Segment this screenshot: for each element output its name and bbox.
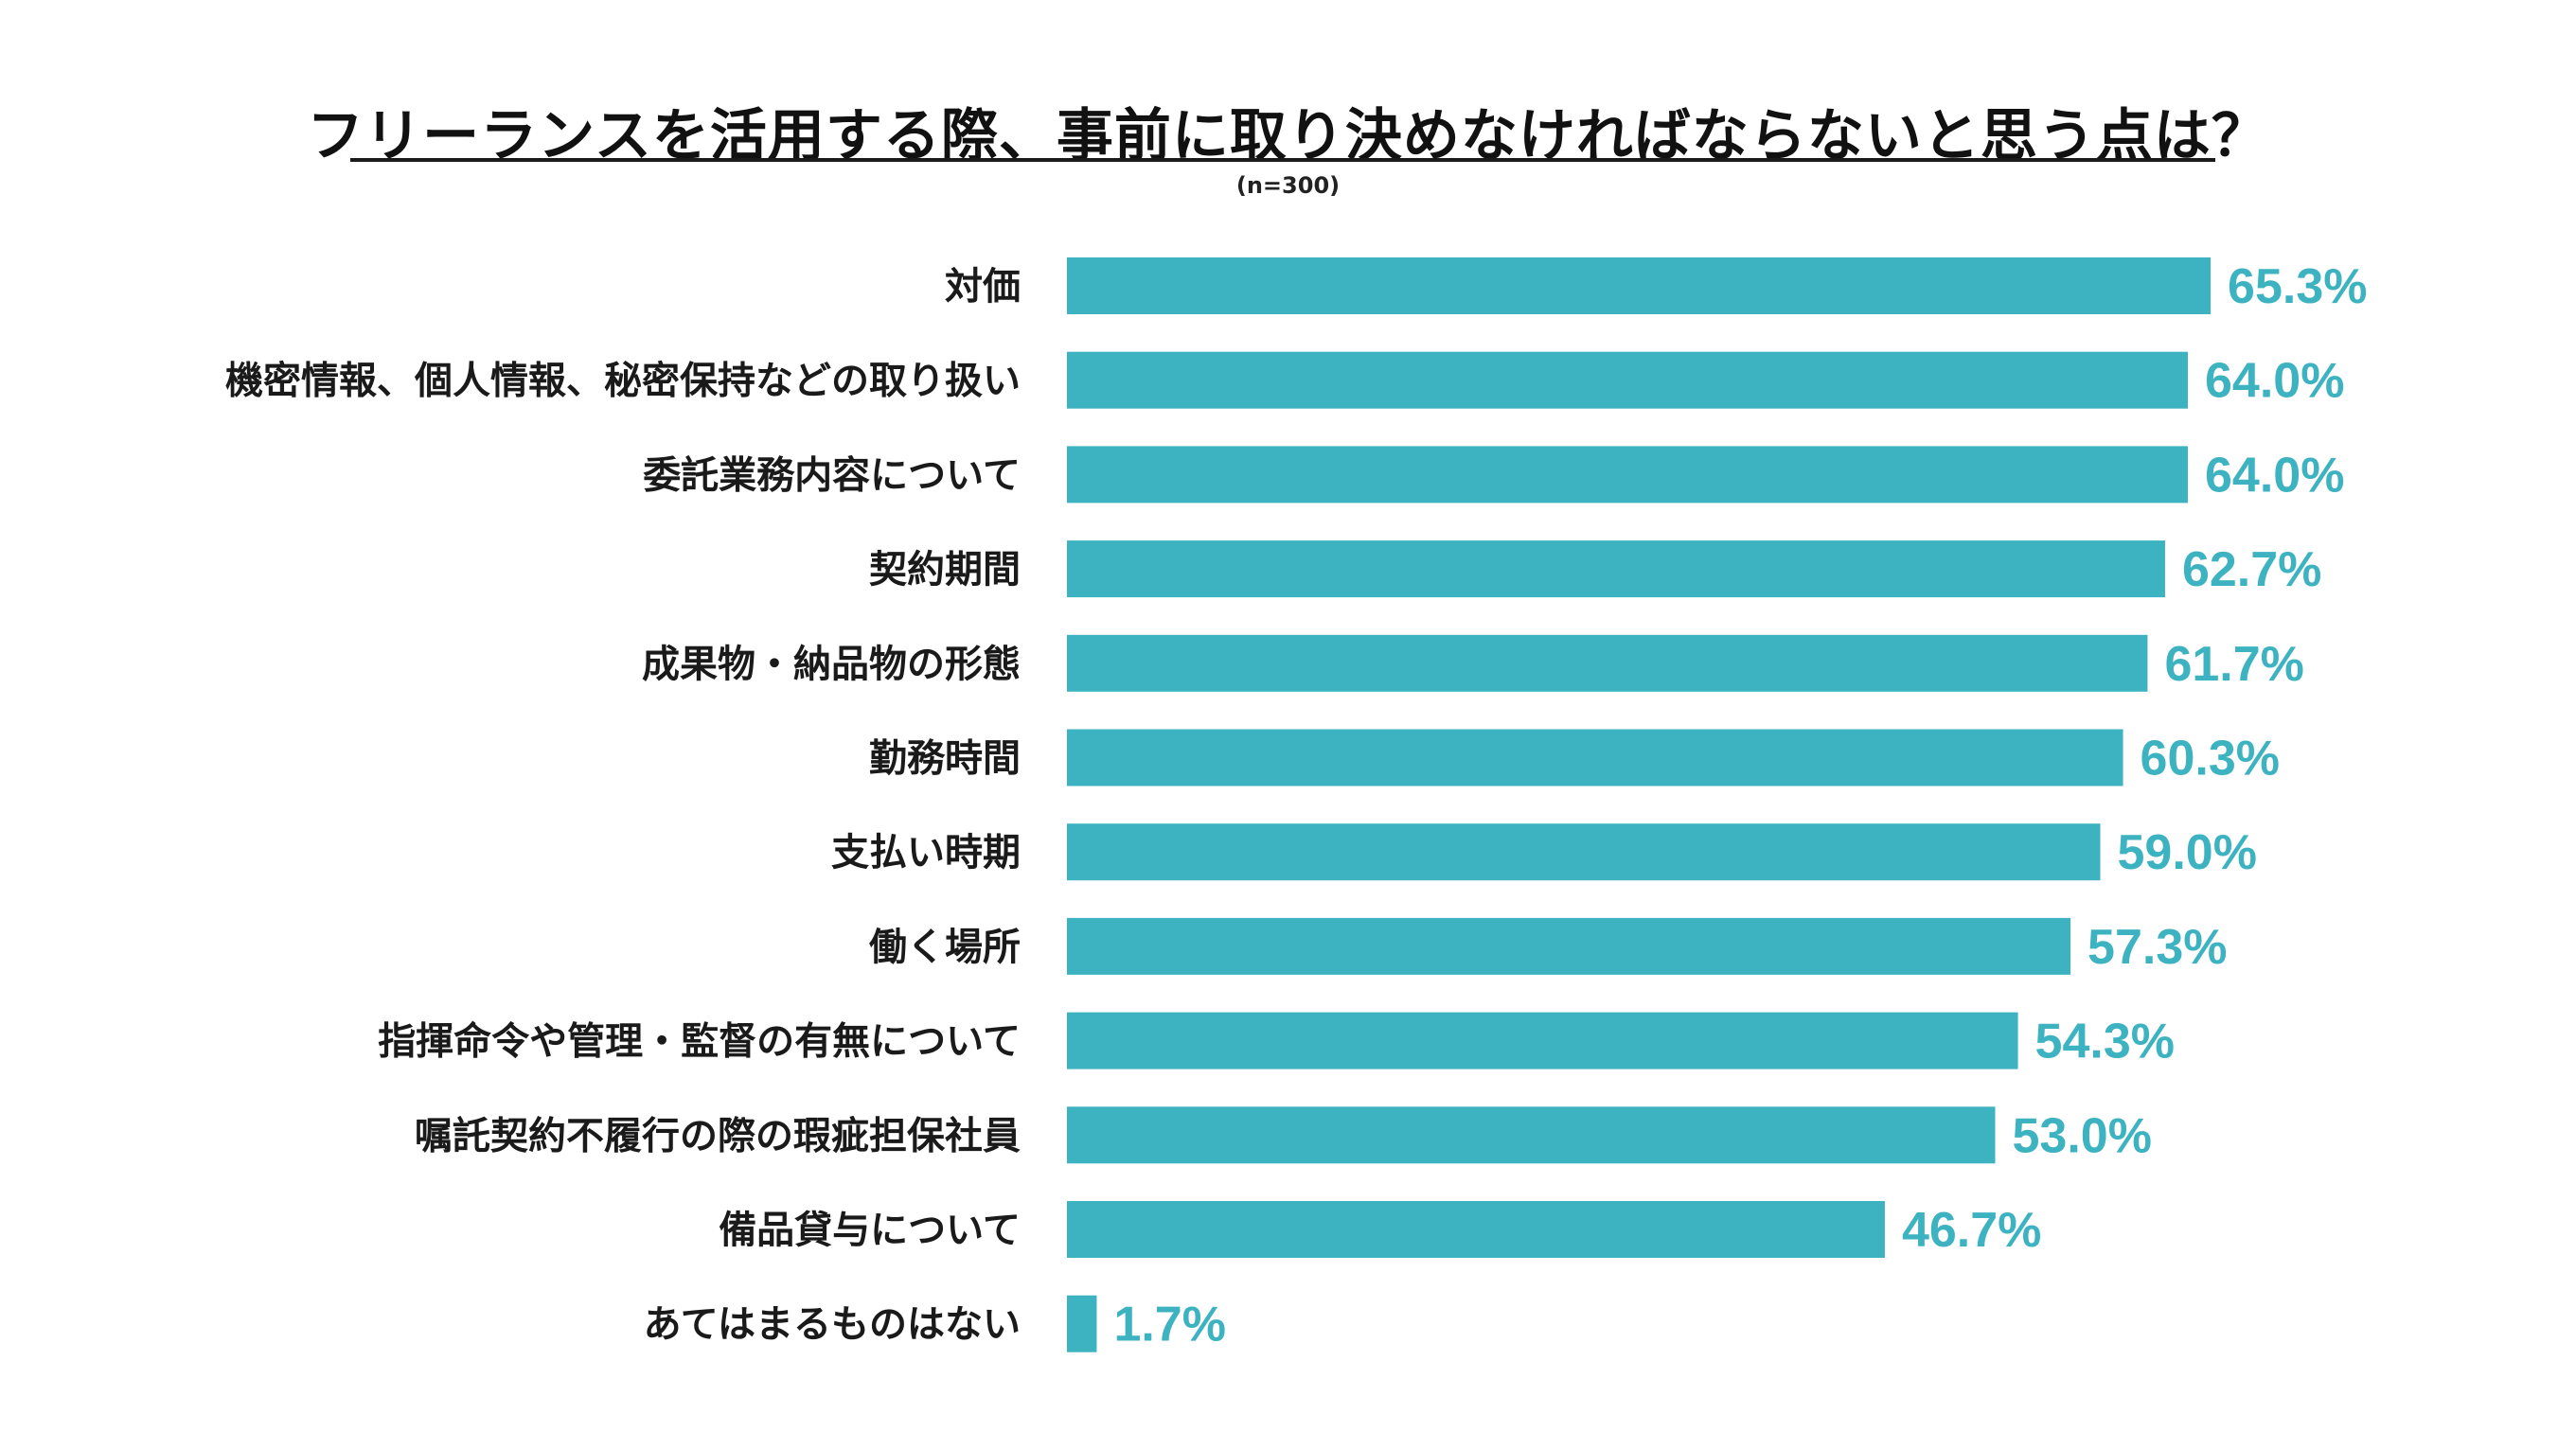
category-label: 働く場所: [869, 926, 1021, 969]
category-label: 嘱託契約不履行の際の瑕疵担保社員: [415, 1114, 1021, 1157]
bar: [1067, 1012, 2018, 1069]
bar: [1067, 1201, 1885, 1258]
category-label: 対価: [945, 265, 1021, 309]
bar-row: 勤務時間 60.3%: [869, 729, 2280, 786]
category-label: 成果物・納品物の形態: [642, 643, 1021, 686]
category-label: 委託業務内容について: [643, 453, 1021, 497]
bar: [1067, 446, 2188, 504]
bar-row: 契約期間 62.7%: [869, 540, 2321, 598]
bar-row: 対価 65.3%: [945, 257, 2368, 314]
bar: [1067, 257, 2212, 314]
value-label: 60.3%: [2141, 732, 2280, 786]
bar: [1067, 729, 2123, 786]
value-label: 64.0%: [2205, 354, 2344, 409]
value-label: 64.0%: [2205, 448, 2344, 503]
category-label: 指揮命令や管理・監督の有無について: [378, 1020, 1021, 1064]
bar-row: 成果物・納品物の形態 61.7%: [642, 634, 2304, 692]
value-label: 62.7%: [2182, 542, 2321, 597]
value-label: 61.7%: [2164, 637, 2303, 692]
bar-row: 機密情報、個人情報、秘密保持などの取り扱い 64.0%: [225, 351, 2344, 409]
bar: [1067, 1295, 1097, 1352]
value-label: 46.7%: [1902, 1203, 2041, 1258]
bar: [1067, 634, 2148, 692]
value-label: 1.7%: [1113, 1298, 1226, 1352]
category-label: 勤務時間: [869, 737, 1021, 781]
value-label: 59.0%: [2118, 825, 2257, 880]
title-underline: [350, 158, 2215, 162]
value-label: 54.3%: [2035, 1015, 2175, 1069]
bar-row: あてはまるものはない 1.7%: [644, 1295, 1226, 1352]
bar-row: 備品貸与について 46.7%: [719, 1201, 2041, 1258]
category-label: あてはまるものはない: [644, 1303, 1021, 1347]
value-label: 57.3%: [2087, 920, 2227, 975]
value-label: 65.3%: [2228, 259, 2367, 314]
bar-row: 委託業務内容について 64.0%: [643, 446, 2344, 504]
bar: [1067, 351, 2188, 409]
bar-row: 働く場所 57.3%: [869, 917, 2228, 975]
category-label: 備品貸与について: [719, 1209, 1021, 1252]
category-label: 契約期間: [869, 548, 1021, 592]
bar-row: 指揮命令や管理・監督の有無について 54.3%: [378, 1012, 2175, 1069]
bar: [1067, 1106, 1996, 1164]
bar: [1067, 540, 2165, 598]
value-label: 53.0%: [2013, 1108, 2152, 1163]
category-label: 支払い時期: [831, 831, 1021, 875]
chart-subtitle: (n=300): [1235, 172, 1341, 199]
bar-row: 支払い時期 59.0%: [831, 823, 2257, 881]
bar-row: 嘱託契約不履行の際の瑕疵担保社員 53.0%: [415, 1106, 2152, 1164]
bar: [1067, 917, 2071, 975]
bar: [1067, 823, 2101, 881]
category-label: 機密情報、個人情報、秘密保持などの取り扱い: [225, 360, 1021, 403]
